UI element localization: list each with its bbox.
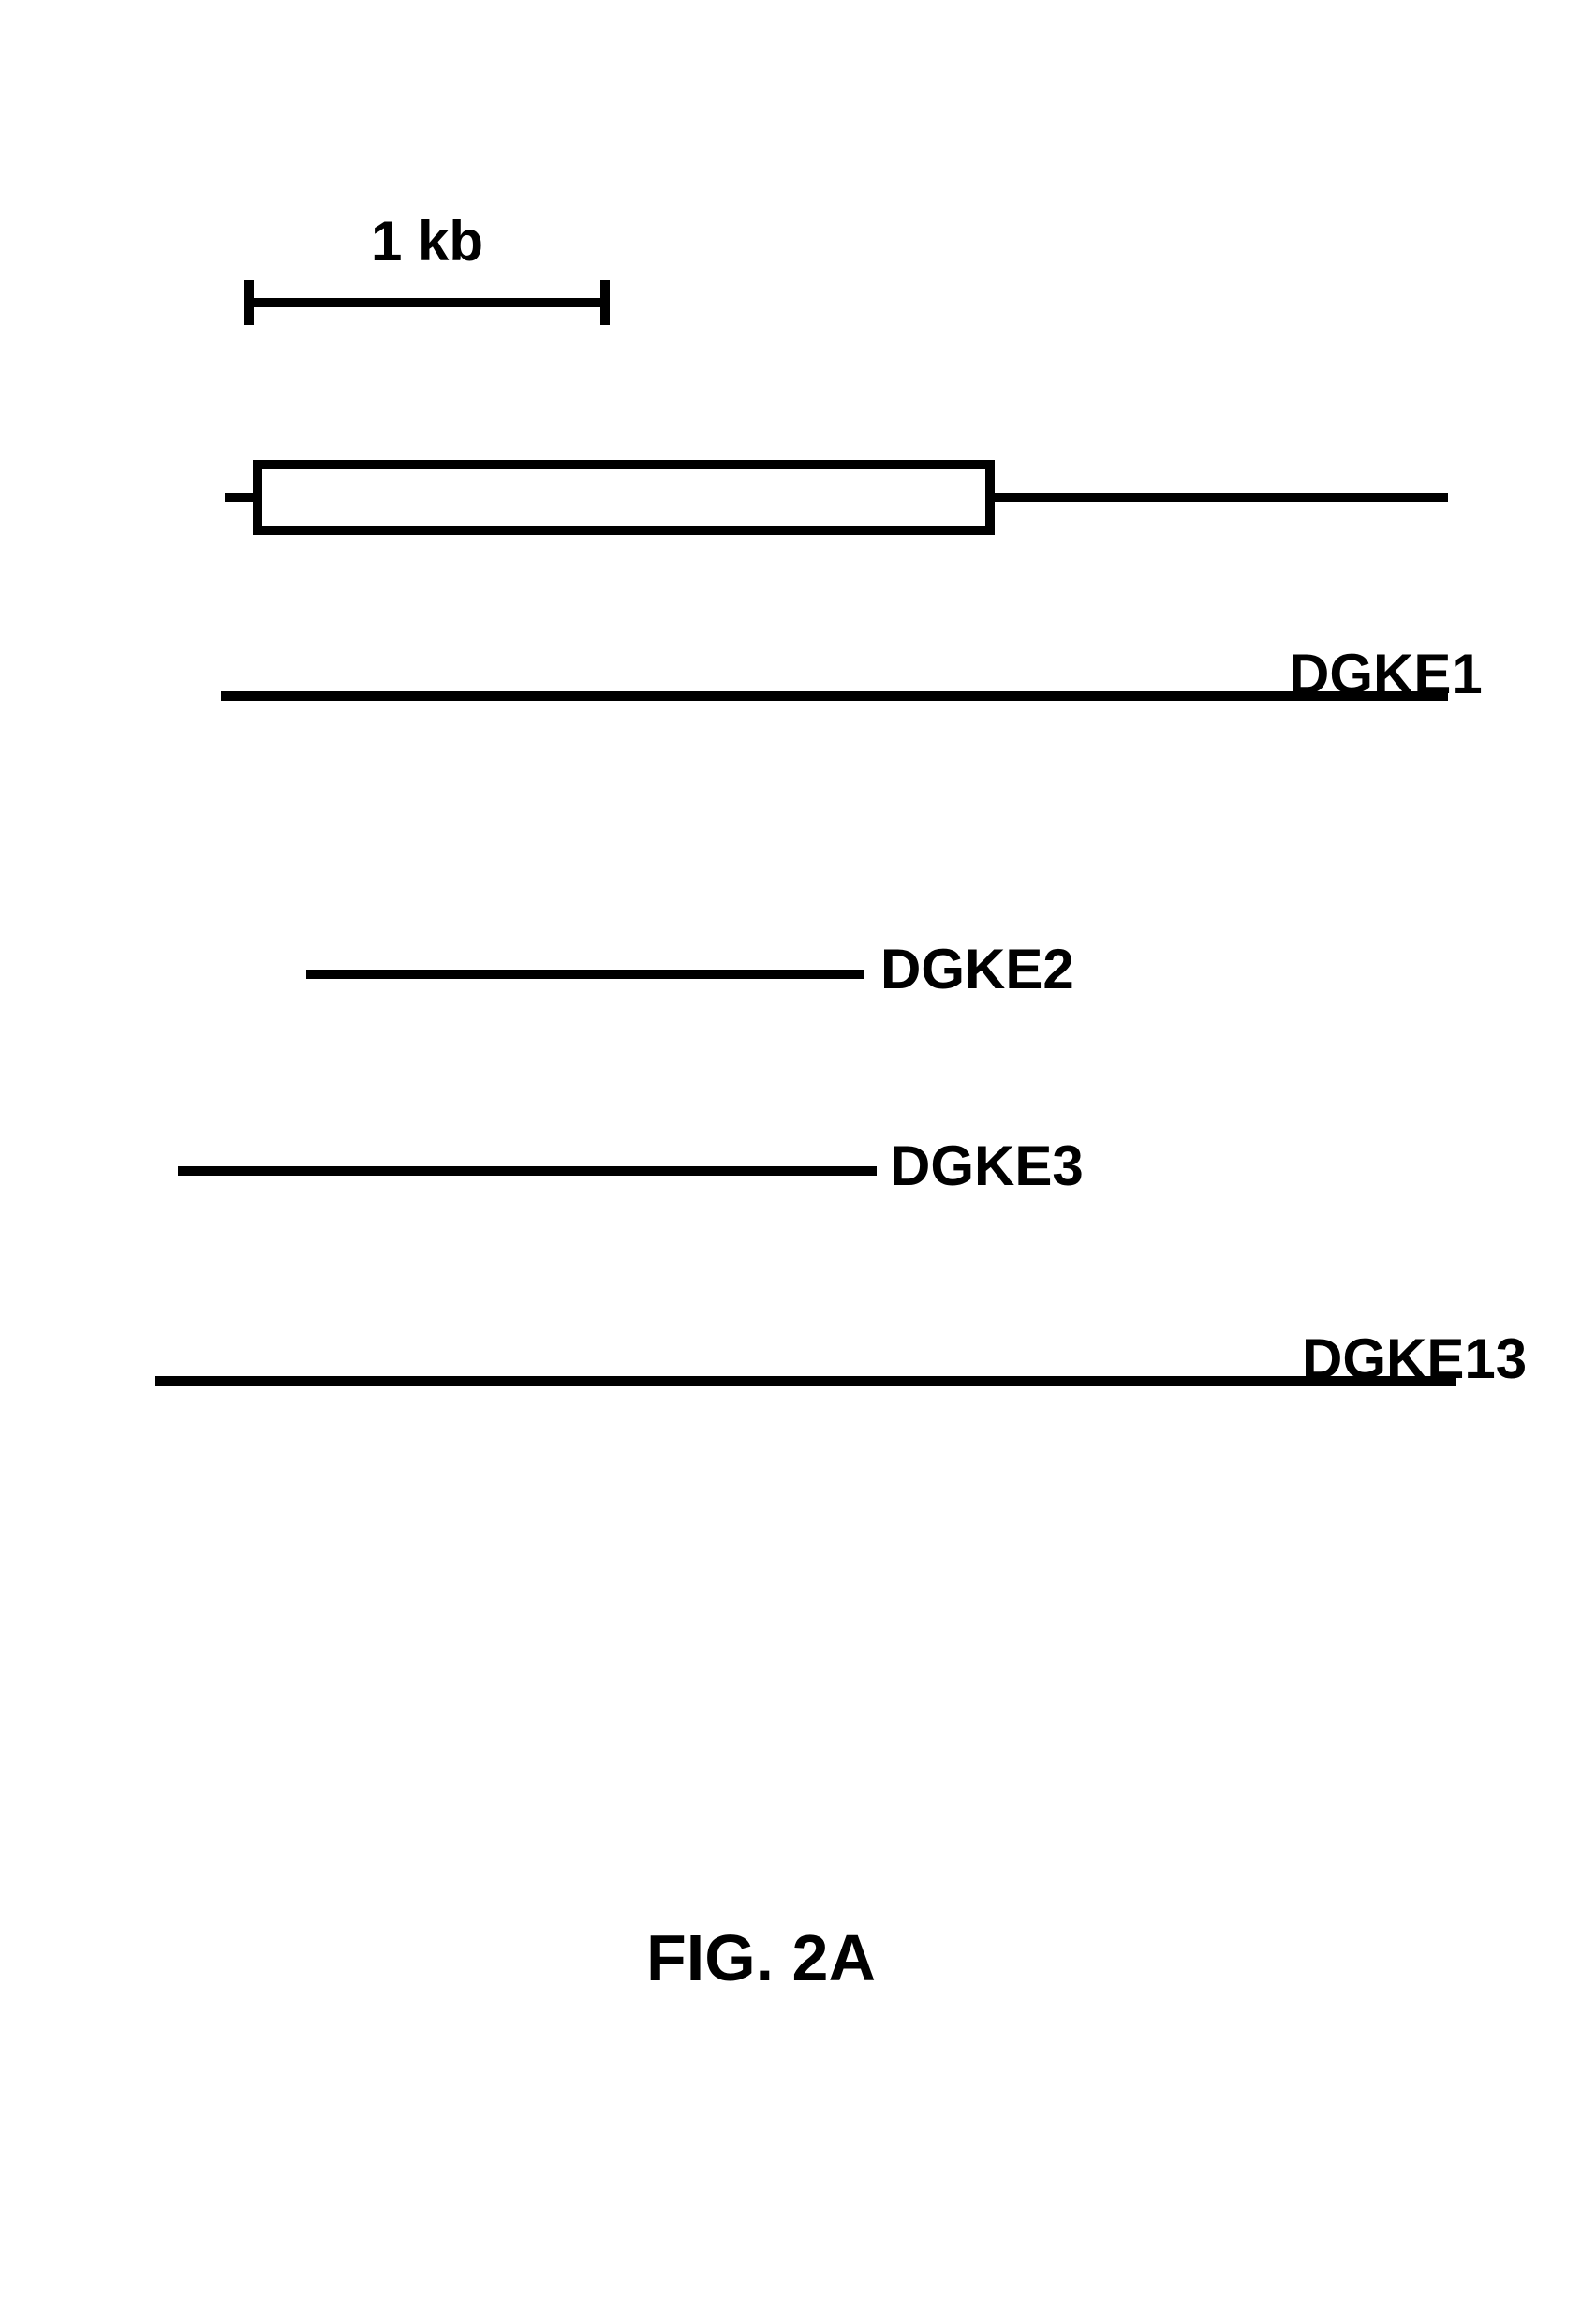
orf-left-tail	[225, 493, 253, 502]
figure-canvas: 1 kb DGKE1 DGKE2 DGKE3 DGKE13 FIG. 2A	[0, 0, 1596, 2312]
clone-line-dgke3	[178, 1166, 877, 1176]
clone-line-dgke13	[155, 1376, 1456, 1386]
clone-label-dgke13: DGKE13	[1302, 1326, 1527, 1391]
scale-bar-tick-left	[244, 280, 254, 325]
clone-label-dgke3: DGKE3	[890, 1134, 1084, 1198]
clone-line-dgke2	[306, 970, 864, 979]
clone-label-dgke2: DGKE2	[880, 937, 1074, 1001]
clone-line-dgke1	[221, 691, 1448, 701]
scale-bar-tick-right	[600, 280, 610, 325]
scale-bar-label: 1 kb	[371, 209, 483, 274]
figure-caption: FIG. 2A	[646, 1920, 876, 1995]
scale-bar-line	[249, 298, 605, 307]
clone-label-dgke1: DGKE1	[1289, 642, 1483, 706]
orf-right-tail	[995, 493, 1448, 502]
orf-box	[253, 460, 995, 535]
